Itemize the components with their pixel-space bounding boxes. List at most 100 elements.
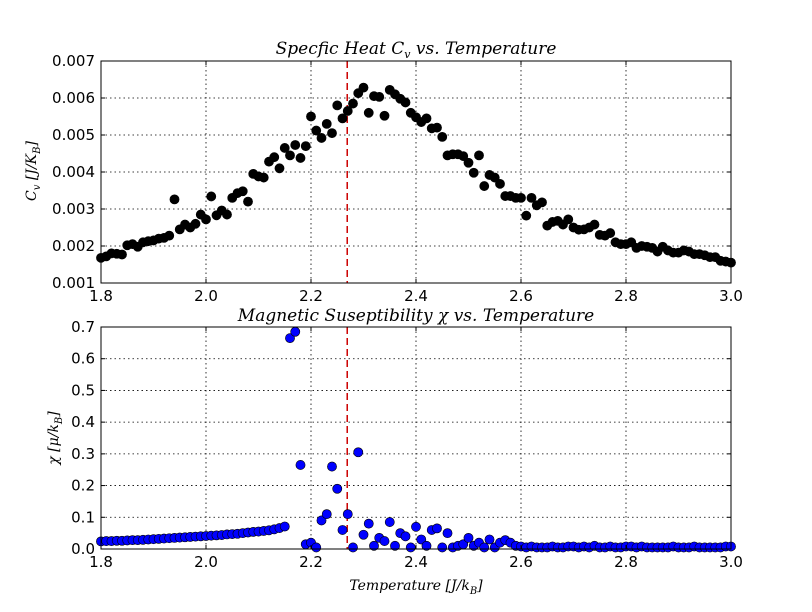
data-point — [169, 194, 180, 205]
data-point — [311, 125, 322, 136]
data-point — [306, 111, 316, 122]
data-point — [300, 141, 311, 151]
y-tick-label-magnetic-susceptibility: 0.6 — [71, 350, 95, 368]
data-point — [353, 447, 364, 458]
data-point — [400, 531, 411, 542]
x-tick-label-magnetic-susceptibility: 2.6 — [509, 553, 533, 571]
data-point — [369, 540, 379, 551]
data-point — [206, 191, 217, 202]
y-tick-label-specific-heat: 0.005 — [52, 126, 95, 144]
data-point — [337, 525, 348, 535]
x-tick-label-specific-heat: 2.6 — [509, 287, 533, 305]
y-tick-label-magnetic-susceptibility: 0.2 — [71, 477, 95, 495]
y-tick-label-magnetic-susceptibility: 0.4 — [71, 413, 95, 431]
data-point — [400, 97, 411, 108]
data-point — [468, 167, 479, 178]
y-tick-label-specific-heat: 0.004 — [52, 163, 95, 181]
data-point — [327, 128, 337, 139]
x-tick-label-specific-heat: 2.8 — [614, 287, 638, 305]
data-point — [379, 110, 390, 121]
data-point — [222, 209, 232, 220]
data-point — [563, 214, 574, 225]
x-tick-label-magnetic-susceptibility: 2.8 — [614, 553, 638, 571]
ticks-specific-heat: 1.8 2.0 2.2 2.4 2.6 2.8 3.0 0.001 0.002 0.003 0.00… — [52, 52, 743, 305]
data-point — [321, 119, 332, 129]
data-point — [474, 150, 484, 161]
data-point — [321, 509, 332, 520]
data-point — [479, 542, 490, 553]
x-tick-label-magnetic-susceptibility: 3.0 — [719, 553, 743, 571]
data-point — [348, 542, 358, 553]
x-tick-label-specific-heat: 2.0 — [194, 287, 218, 305]
data-point — [516, 192, 526, 203]
y-tick-label-specific-heat: 0.003 — [52, 200, 95, 218]
data-point — [285, 150, 295, 161]
data-point — [279, 521, 290, 532]
data-point — [290, 140, 301, 150]
ticks-magnetic-susceptibility: 1.8 2.0 2.2 2.4 2.6 2.8 3.0 0.0 0.1 0.2 0.3 0.4 0.5 0… — [71, 318, 743, 571]
data-point — [237, 186, 248, 197]
data-point — [285, 333, 295, 343]
data-point — [489, 172, 500, 183]
data-point — [390, 540, 400, 551]
magnetic-susceptibility-chart: Magnetic Suseptibility χ vs. Temperature… — [46, 306, 743, 597]
data-point — [521, 210, 532, 221]
grid-specific-heat — [101, 61, 731, 283]
data-point — [416, 534, 427, 545]
data-point — [442, 528, 453, 539]
y-tick-label-magnetic-susceptibility: 0.7 — [71, 318, 95, 336]
data-point — [342, 509, 353, 520]
y-tick-label-specific-heat: 0.006 — [52, 89, 95, 107]
data-point — [358, 82, 369, 93]
data-point — [332, 483, 343, 494]
y-axis-label-magnetic-susceptibility: χ [μ/kB] — [46, 411, 65, 466]
data-point — [269, 152, 280, 163]
data-point — [411, 521, 421, 532]
data-point — [379, 536, 390, 546]
data-point — [458, 151, 469, 161]
data-point — [589, 219, 600, 230]
x-tick-label-specific-heat: 1.8 — [89, 287, 113, 305]
plot-frame-magnetic-susceptibility — [100, 326, 732, 550]
data-point — [337, 113, 348, 124]
data-point — [190, 218, 201, 229]
data-point — [421, 540, 432, 551]
y-tick-label-magnetic-susceptibility: 0.0 — [71, 540, 95, 558]
data-point — [432, 523, 442, 534]
chart-title-specific-heat: Specfic Heat Cv vs. Temperature — [276, 39, 557, 61]
data-point — [316, 515, 327, 526]
chart-title-magnetic-susceptibility: Magnetic Suseptibility χ vs. Temperature — [237, 306, 594, 326]
data-point — [495, 178, 505, 189]
y-tick-label-specific-heat: 0.002 — [52, 237, 95, 255]
x-axis-label-temperature: Temperature [J/kB] — [349, 578, 483, 597]
data-point — [463, 533, 474, 543]
grid-magnetic-susceptibility — [101, 327, 731, 549]
data-point — [384, 517, 395, 527]
data-point — [432, 122, 442, 133]
data-point — [164, 230, 175, 241]
data-point — [342, 106, 353, 116]
data-point — [327, 461, 337, 472]
x-tick-label-magnetic-susceptibility: 1.8 — [89, 553, 113, 571]
data-point — [463, 157, 474, 168]
data-point — [437, 542, 448, 553]
y-tick-label-magnetic-susceptibility: 0.3 — [71, 445, 95, 463]
x-tick-label-specific-heat: 2.4 — [404, 287, 428, 305]
x-tick-label-specific-heat: 2.2 — [299, 287, 323, 305]
data-point — [437, 131, 448, 142]
data-point — [311, 542, 322, 553]
data-point — [348, 98, 358, 109]
data-point — [374, 91, 385, 102]
data-point — [526, 192, 537, 203]
data-point — [421, 113, 432, 124]
x-tick-label-specific-heat: 3.0 — [719, 287, 743, 305]
data-point — [279, 143, 290, 153]
data-point — [316, 133, 327, 143]
y-tick-label-specific-heat: 0.007 — [52, 52, 95, 70]
data-point — [201, 214, 211, 225]
data-point — [295, 153, 306, 163]
data-point — [332, 100, 343, 111]
data-point — [537, 197, 547, 208]
data-point — [363, 518, 374, 529]
